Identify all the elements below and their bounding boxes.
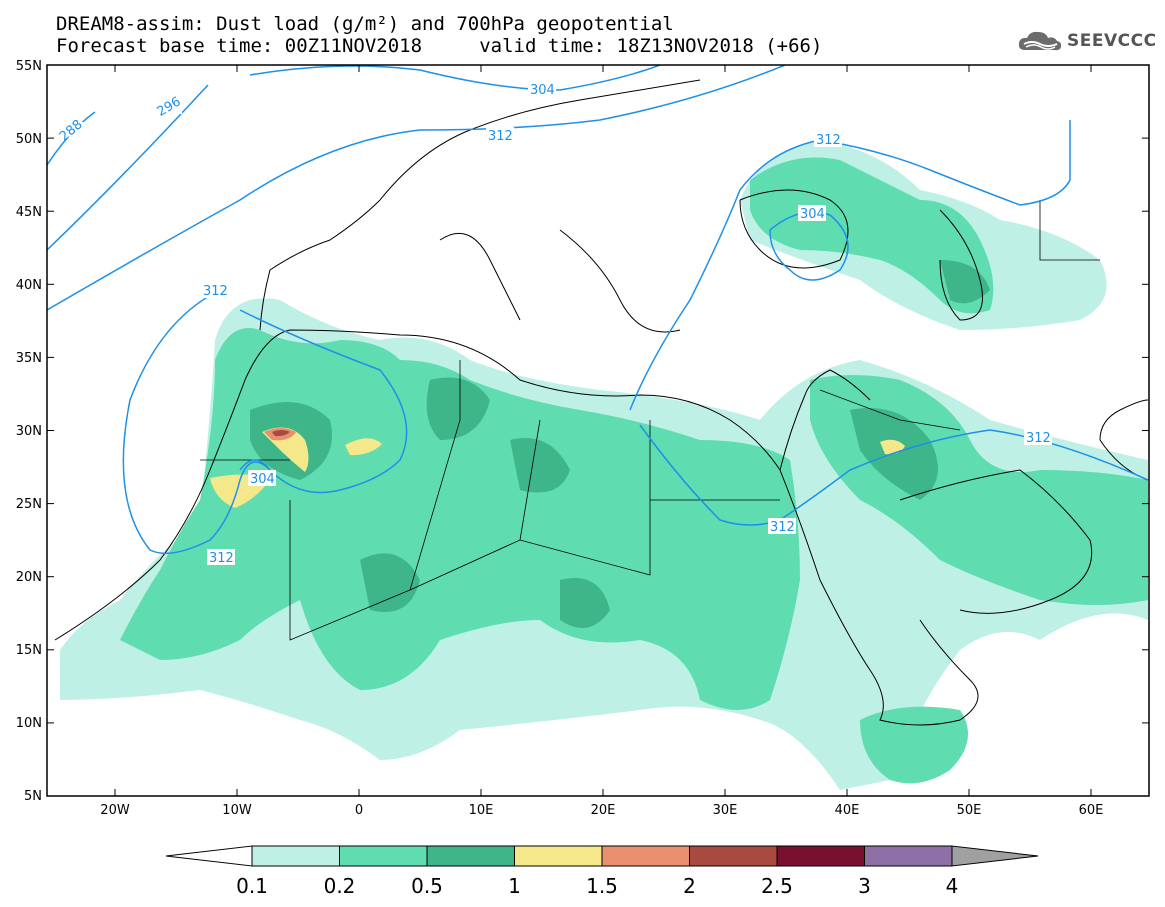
longitude-labels: 20W 10W 0 10E 20E 30E 40E 50E 60E bbox=[100, 803, 1103, 818]
logo-text: SEEVCCC bbox=[1067, 31, 1157, 51]
latitude-ticks bbox=[47, 64, 1149, 797]
lon-label: 20E bbox=[591, 803, 616, 818]
lon-label: 30E bbox=[713, 803, 738, 818]
lat-label: 55N bbox=[16, 59, 42, 74]
colorbar-tick-label: 3 bbox=[858, 874, 871, 898]
colorbar-tick-label: 4 bbox=[946, 874, 959, 898]
lon-label: 10W bbox=[222, 803, 252, 818]
contour-label-312-gulf: 312 bbox=[1026, 431, 1051, 446]
colorbar-box bbox=[689, 845, 778, 867]
lat-label: 15N bbox=[16, 643, 42, 658]
dust-fields bbox=[47, 65, 1149, 790]
contour-label-312-europe: 312 bbox=[488, 129, 513, 144]
contour-label-304-morocco: 304 bbox=[250, 472, 275, 487]
dust-layer-1-d bbox=[880, 439, 905, 455]
colorbar-box bbox=[601, 845, 690, 867]
dust-layer-0.5-b bbox=[426, 377, 490, 440]
coastlines bbox=[54, 79, 1149, 726]
contour-label-304-top: 304 bbox=[530, 83, 555, 98]
colorbar-tick-label: 0.5 bbox=[411, 874, 443, 898]
forecast-times: Forecast base time: 00Z11NOV2018 valid t… bbox=[56, 35, 823, 57]
lat-label: 30N bbox=[16, 424, 42, 439]
lon-label: 60E bbox=[1079, 803, 1104, 818]
dust-layer-0.5-c bbox=[360, 553, 420, 612]
contour-label-312-atlantic: 312 bbox=[203, 284, 228, 299]
lon-label: 0 bbox=[355, 803, 363, 818]
colorbar-box bbox=[514, 845, 603, 867]
colorbar-box bbox=[864, 845, 953, 867]
lat-label: 40N bbox=[16, 278, 42, 293]
colorbar-tick-label: 1.5 bbox=[586, 874, 618, 898]
lat-label: 50N bbox=[16, 132, 42, 147]
cloud-icon bbox=[1018, 31, 1062, 51]
country-borders bbox=[200, 200, 1100, 641]
lat-label: 20N bbox=[16, 570, 42, 585]
contour-label-312-blacksea: 312 bbox=[816, 133, 841, 148]
colorbar-box bbox=[426, 845, 515, 867]
map-title: DREAM8-assim: Dust load (g/m²) and 700hP… bbox=[56, 13, 674, 35]
dust-layer-0.2-caspian bbox=[750, 157, 994, 314]
colorbar-box bbox=[339, 845, 428, 867]
lat-label: 25N bbox=[16, 497, 42, 512]
lon-label: 40E bbox=[835, 803, 860, 818]
dust-layer-1-c bbox=[345, 438, 382, 456]
dust-layer-0.2-horn bbox=[860, 706, 968, 784]
dust-layer-2 bbox=[272, 430, 290, 437]
lat-label: 10N bbox=[16, 716, 42, 731]
colorbar-tick-label: 2 bbox=[683, 874, 696, 898]
lat-label: 35N bbox=[16, 351, 42, 366]
lon-label: 50E bbox=[957, 803, 982, 818]
colorbar-high-arrow bbox=[951, 845, 1039, 867]
colorbar-tick-label: 0.2 bbox=[324, 874, 356, 898]
contour-label-304-blacksea: 304 bbox=[800, 207, 825, 222]
colorbar-box bbox=[776, 845, 865, 867]
colorbar-tick-label: 0.1 bbox=[236, 874, 268, 898]
colorbar-low-arrow bbox=[165, 845, 253, 867]
dust-layer-0.5-g bbox=[940, 260, 990, 304]
dust-layer-0.5-d bbox=[510, 438, 570, 493]
longitude-ticks bbox=[114, 65, 1092, 796]
latitude-labels: 55N 50N 45N 40N 35N 30N 25N 20N 15N 10N … bbox=[16, 59, 42, 804]
contour-label-312-westafrica: 312 bbox=[209, 551, 234, 566]
seevccc-logo: SEEVCCC bbox=[1017, 28, 1157, 54]
lat-label: 5N bbox=[24, 789, 42, 804]
lon-label: 20W bbox=[100, 803, 130, 818]
colorbar-box bbox=[251, 845, 340, 867]
lon-label: 10E bbox=[469, 803, 494, 818]
colorbar-tick-label: 2.5 bbox=[761, 874, 793, 898]
contour-label-312-egypt: 312 bbox=[770, 520, 795, 535]
colorbar-tick-label: 1 bbox=[508, 874, 521, 898]
lat-label: 45N bbox=[16, 205, 42, 220]
dust-layer-0.5-e bbox=[560, 578, 610, 628]
dust-layer-0.5-f bbox=[850, 408, 938, 500]
colorbar: 0.1 0.2 0.5 1 1.5 2 2.5 3 4 bbox=[165, 845, 1039, 898]
